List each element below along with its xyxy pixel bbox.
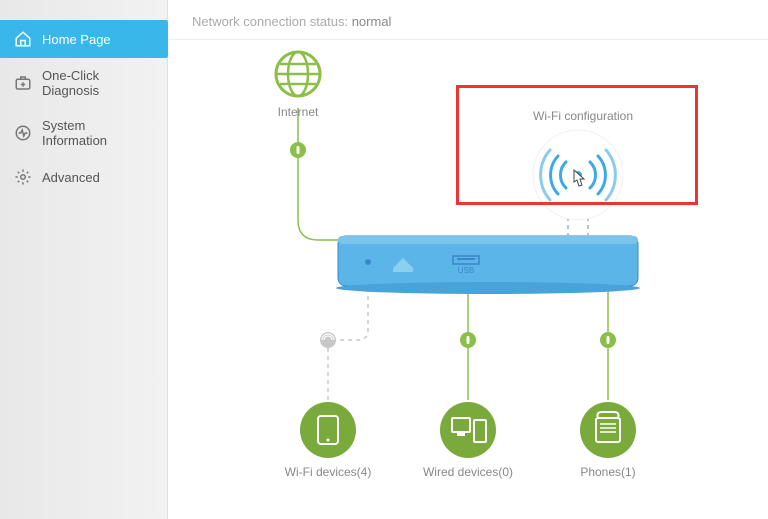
medkit-icon (14, 74, 32, 92)
app-root: Home Page One-Click Diagnosis System Inf… (0, 0, 768, 519)
activity-icon (14, 124, 32, 142)
home-icon (14, 30, 32, 48)
internet-node[interactable]: Internet (276, 52, 320, 119)
sidebar-item-home[interactable]: Home Page (0, 20, 167, 58)
wifi-devices-label: Wi-Fi devices(4) (285, 465, 372, 479)
router-usb-label: USB (458, 266, 474, 275)
router-node[interactable]: USB (336, 236, 640, 294)
cursor-icon (568, 168, 588, 192)
sidebar-item-label: Advanced (42, 170, 100, 185)
sidebar-item-sysinfo[interactable]: System Information (0, 108, 167, 158)
main-panel: Network connection status: normal (168, 0, 768, 519)
wired-devices-label: Wired devices(0) (423, 465, 513, 479)
wifi-devices-node[interactable]: Wi-Fi devices(4) (285, 402, 372, 479)
gear-icon (14, 168, 32, 186)
sidebar-item-label: System Information (42, 118, 153, 148)
sidebar-item-diagnosis[interactable]: One-Click Diagnosis (0, 58, 167, 108)
status-bar: Network connection status: normal (168, 0, 768, 40)
sidebar-item-advanced[interactable]: Advanced (0, 158, 167, 196)
wired-devices-node[interactable]: Wired devices(0) (423, 402, 513, 479)
network-diagram: Internet Wi-Fi configuration (168, 40, 768, 515)
phones-node[interactable]: Phones(1) (580, 402, 636, 479)
status-label: Network connection status: (192, 14, 348, 29)
status-value: normal (352, 14, 392, 29)
sidebar: Home Page One-Click Diagnosis System Inf… (0, 0, 168, 519)
sidebar-item-label: One-Click Diagnosis (42, 68, 153, 98)
internet-label: Internet (278, 105, 319, 119)
sidebar-item-label: Home Page (42, 32, 111, 47)
phones-label: Phones(1) (580, 465, 635, 479)
